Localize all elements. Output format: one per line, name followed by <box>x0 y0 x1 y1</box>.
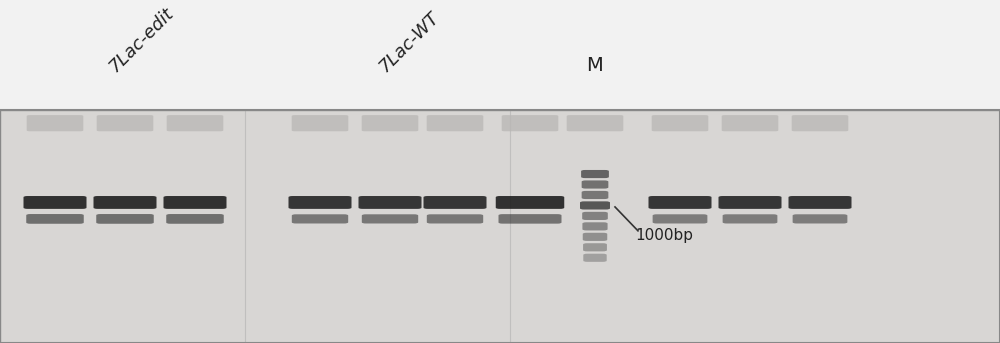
Bar <box>0 110 1000 343</box>
FancyBboxPatch shape <box>496 196 564 209</box>
Bar <box>0 110 1000 343</box>
FancyBboxPatch shape <box>164 196 226 209</box>
FancyBboxPatch shape <box>166 214 224 224</box>
FancyBboxPatch shape <box>793 214 847 224</box>
Text: 1000bp: 1000bp <box>635 228 693 243</box>
FancyBboxPatch shape <box>582 222 608 230</box>
FancyBboxPatch shape <box>788 196 851 209</box>
FancyBboxPatch shape <box>722 115 778 131</box>
FancyBboxPatch shape <box>362 115 418 131</box>
FancyBboxPatch shape <box>292 115 348 131</box>
FancyBboxPatch shape <box>582 180 608 189</box>
FancyBboxPatch shape <box>167 115 223 131</box>
FancyBboxPatch shape <box>718 196 782 209</box>
FancyBboxPatch shape <box>583 254 607 262</box>
FancyBboxPatch shape <box>649 196 712 209</box>
FancyBboxPatch shape <box>792 115 848 131</box>
FancyBboxPatch shape <box>583 233 607 241</box>
FancyBboxPatch shape <box>499 214 562 224</box>
FancyBboxPatch shape <box>26 214 84 224</box>
FancyBboxPatch shape <box>96 214 154 224</box>
Text: 7Lac-edit: 7Lac-edit <box>105 4 177 75</box>
FancyBboxPatch shape <box>94 196 156 209</box>
FancyBboxPatch shape <box>362 214 418 224</box>
FancyBboxPatch shape <box>358 196 422 209</box>
FancyBboxPatch shape <box>567 115 623 131</box>
FancyBboxPatch shape <box>24 196 87 209</box>
FancyBboxPatch shape <box>427 214 483 224</box>
FancyBboxPatch shape <box>580 201 610 210</box>
FancyBboxPatch shape <box>652 115 708 131</box>
FancyBboxPatch shape <box>653 214 707 224</box>
FancyBboxPatch shape <box>582 212 608 220</box>
FancyBboxPatch shape <box>582 191 608 199</box>
FancyBboxPatch shape <box>288 196 352 209</box>
FancyBboxPatch shape <box>424 196 486 209</box>
FancyBboxPatch shape <box>502 115 558 131</box>
FancyBboxPatch shape <box>581 170 609 178</box>
Text: M: M <box>587 56 603 75</box>
FancyBboxPatch shape <box>583 243 607 251</box>
FancyBboxPatch shape <box>27 115 83 131</box>
FancyBboxPatch shape <box>292 214 348 224</box>
FancyBboxPatch shape <box>723 214 777 224</box>
FancyBboxPatch shape <box>97 115 153 131</box>
Text: 7Lac-WT: 7Lac-WT <box>375 8 442 75</box>
FancyBboxPatch shape <box>427 115 483 131</box>
